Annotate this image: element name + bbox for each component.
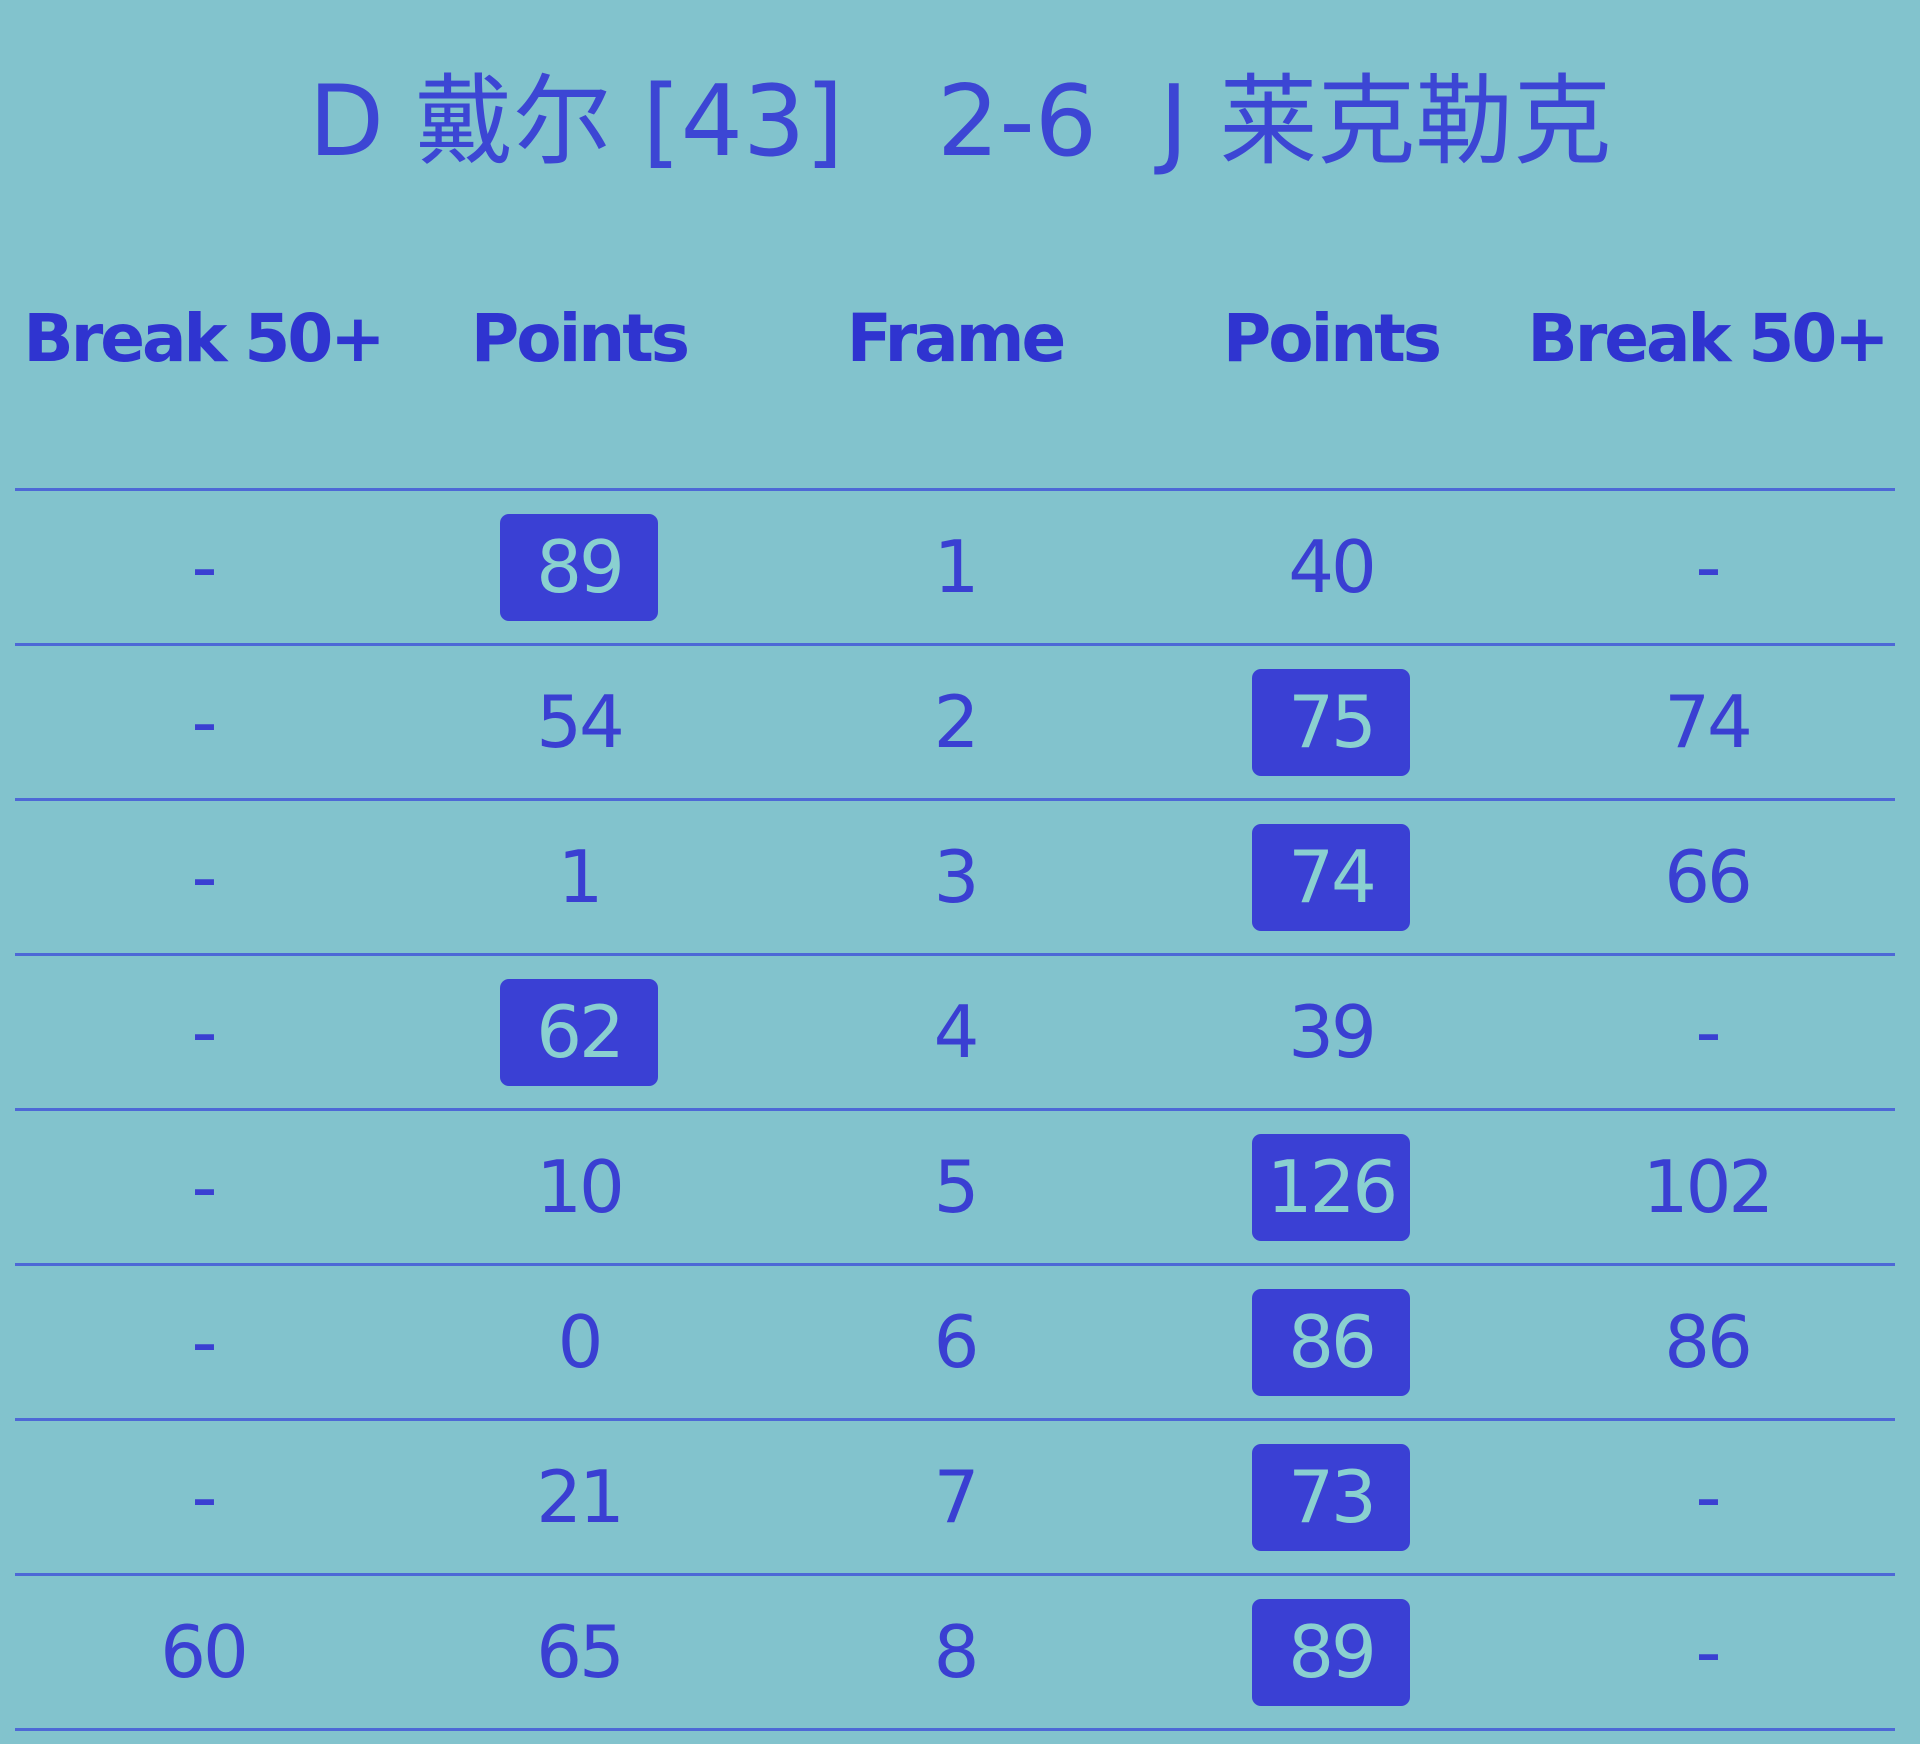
left-points-value: 0 <box>557 1300 604 1384</box>
right-points-value: 40 <box>1288 525 1377 609</box>
winner-points-badge: 62 <box>500 978 658 1086</box>
cell-right-points: 89 <box>1143 1598 1519 1706</box>
table-row: - 0 6 86 86 <box>15 1263 1895 1418</box>
cell-left-points: 0 <box>391 1300 767 1384</box>
right-break-value: 66 <box>1664 835 1753 919</box>
cell-right-points: 86 <box>1143 1288 1519 1396</box>
cell-right-break: 102 <box>1519 1145 1895 1229</box>
cell-left-points: 21 <box>391 1455 767 1539</box>
winner-points-badge: 86 <box>1252 1288 1410 1396</box>
frame-value: 7 <box>933 1455 980 1539</box>
right-break-value: - <box>1695 1455 1722 1539</box>
left-break-value: - <box>191 835 218 919</box>
cell-right-break: 86 <box>1519 1300 1895 1384</box>
left-points-value: 21 <box>536 1455 625 1539</box>
cell-left-points: 62 <box>391 978 767 1086</box>
cell-left-break: - <box>15 1300 391 1384</box>
cell-right-break: 66 <box>1519 835 1895 919</box>
table-row: - 62 4 39 - <box>15 953 1895 1108</box>
cell-frame: 1 <box>767 525 1143 609</box>
cell-left-break: - <box>15 525 391 609</box>
left-break-value: - <box>191 1455 218 1539</box>
left-break-value: - <box>191 1145 218 1229</box>
winner-points-badge: 126 <box>1252 1133 1410 1241</box>
cell-frame: 8 <box>767 1610 1143 1694</box>
cell-right-points: 39 <box>1143 990 1519 1074</box>
left-points-value: 65 <box>536 1610 625 1694</box>
cell-left-break: - <box>15 1455 391 1539</box>
cell-frame: 3 <box>767 835 1143 919</box>
cell-frame: 5 <box>767 1145 1143 1229</box>
cell-frame: 6 <box>767 1300 1143 1384</box>
cell-left-points: 54 <box>391 680 767 764</box>
cell-right-points: 75 <box>1143 668 1519 776</box>
frame-value: 6 <box>933 1300 980 1384</box>
cell-left-break: - <box>15 1145 391 1229</box>
cell-right-break: 74 <box>1519 680 1895 764</box>
right-break-value: - <box>1695 990 1722 1074</box>
right-break-value: 102 <box>1642 1145 1774 1229</box>
cell-left-break: - <box>15 835 391 919</box>
right-break-value: - <box>1695 1610 1722 1694</box>
cell-frame: 2 <box>767 680 1143 764</box>
cell-left-break: - <box>15 680 391 764</box>
header-right-points: Points <box>1222 300 1442 377</box>
frame-value: 2 <box>933 680 980 764</box>
winner-points-badge: 73 <box>1252 1443 1410 1551</box>
cell-frame: 7 <box>767 1455 1143 1539</box>
right-break-value: 86 <box>1664 1300 1753 1384</box>
cell-right-points: 40 <box>1143 525 1519 609</box>
left-break-value: - <box>191 525 218 609</box>
right-points-value: 39 <box>1288 990 1377 1074</box>
left-points-value: 54 <box>536 680 625 764</box>
frame-value: 5 <box>933 1145 980 1229</box>
winner-points-badge: 75 <box>1252 668 1410 776</box>
cell-left-break: 60 <box>15 1610 391 1694</box>
right-break-value: 74 <box>1664 680 1753 764</box>
cell-right-break: - <box>1519 990 1895 1074</box>
cell-left-points: 65 <box>391 1610 767 1694</box>
table-row: - 89 1 40 - <box>15 488 1895 643</box>
winner-points-badge: 74 <box>1252 823 1410 931</box>
left-points-value: 1 <box>557 835 604 919</box>
header-frame: Frame <box>846 300 1066 377</box>
table-row: - 10 5 126 102 <box>15 1108 1895 1263</box>
right-break-value: - <box>1695 525 1722 609</box>
cell-right-points: 74 <box>1143 823 1519 931</box>
winner-points-badge: 89 <box>500 513 658 621</box>
cell-left-points: 89 <box>391 513 767 621</box>
left-break-value: - <box>191 1300 218 1384</box>
cell-right-points: 126 <box>1143 1133 1519 1241</box>
cell-left-points: 10 <box>391 1145 767 1229</box>
match-title: D 戴尔 [43] 2-6 J 莱克勒克 <box>308 65 1612 179</box>
cell-right-break: - <box>1519 525 1895 609</box>
table-row: - 1 3 74 66 <box>15 798 1895 953</box>
left-points-value: 10 <box>536 1145 625 1229</box>
table-row: 60 65 8 89 - <box>15 1573 1895 1731</box>
cell-right-break: - <box>1519 1610 1895 1694</box>
frame-value: 8 <box>933 1610 980 1694</box>
table-row: - 21 7 73 - <box>15 1418 1895 1573</box>
header-left-points: Points <box>470 300 690 377</box>
frame-value: 1 <box>933 525 980 609</box>
cell-right-points: 73 <box>1143 1443 1519 1551</box>
table-header: Break 50+ Points Frame Points Break 50+ <box>15 300 1895 377</box>
header-right-break: Break 50+ <box>1527 300 1889 377</box>
left-break-value: - <box>191 680 218 764</box>
cell-right-break: - <box>1519 1455 1895 1539</box>
table-row: - 54 2 75 74 <box>15 643 1895 798</box>
frames-table: -89 1 40- -54 2 75 74-1 3 74 66-62 4 39- -10 5 126 102-… <box>15 488 1895 1731</box>
frame-value: 3 <box>933 835 980 919</box>
header-left-break: Break 50+ <box>23 300 385 377</box>
cell-left-points: 1 <box>391 835 767 919</box>
left-break-value: - <box>191 990 218 1074</box>
winner-points-badge: 89 <box>1252 1598 1410 1706</box>
left-break-value: 60 <box>160 1610 249 1694</box>
cell-left-break: - <box>15 990 391 1074</box>
cell-frame: 4 <box>767 990 1143 1074</box>
frame-value: 4 <box>933 990 980 1074</box>
